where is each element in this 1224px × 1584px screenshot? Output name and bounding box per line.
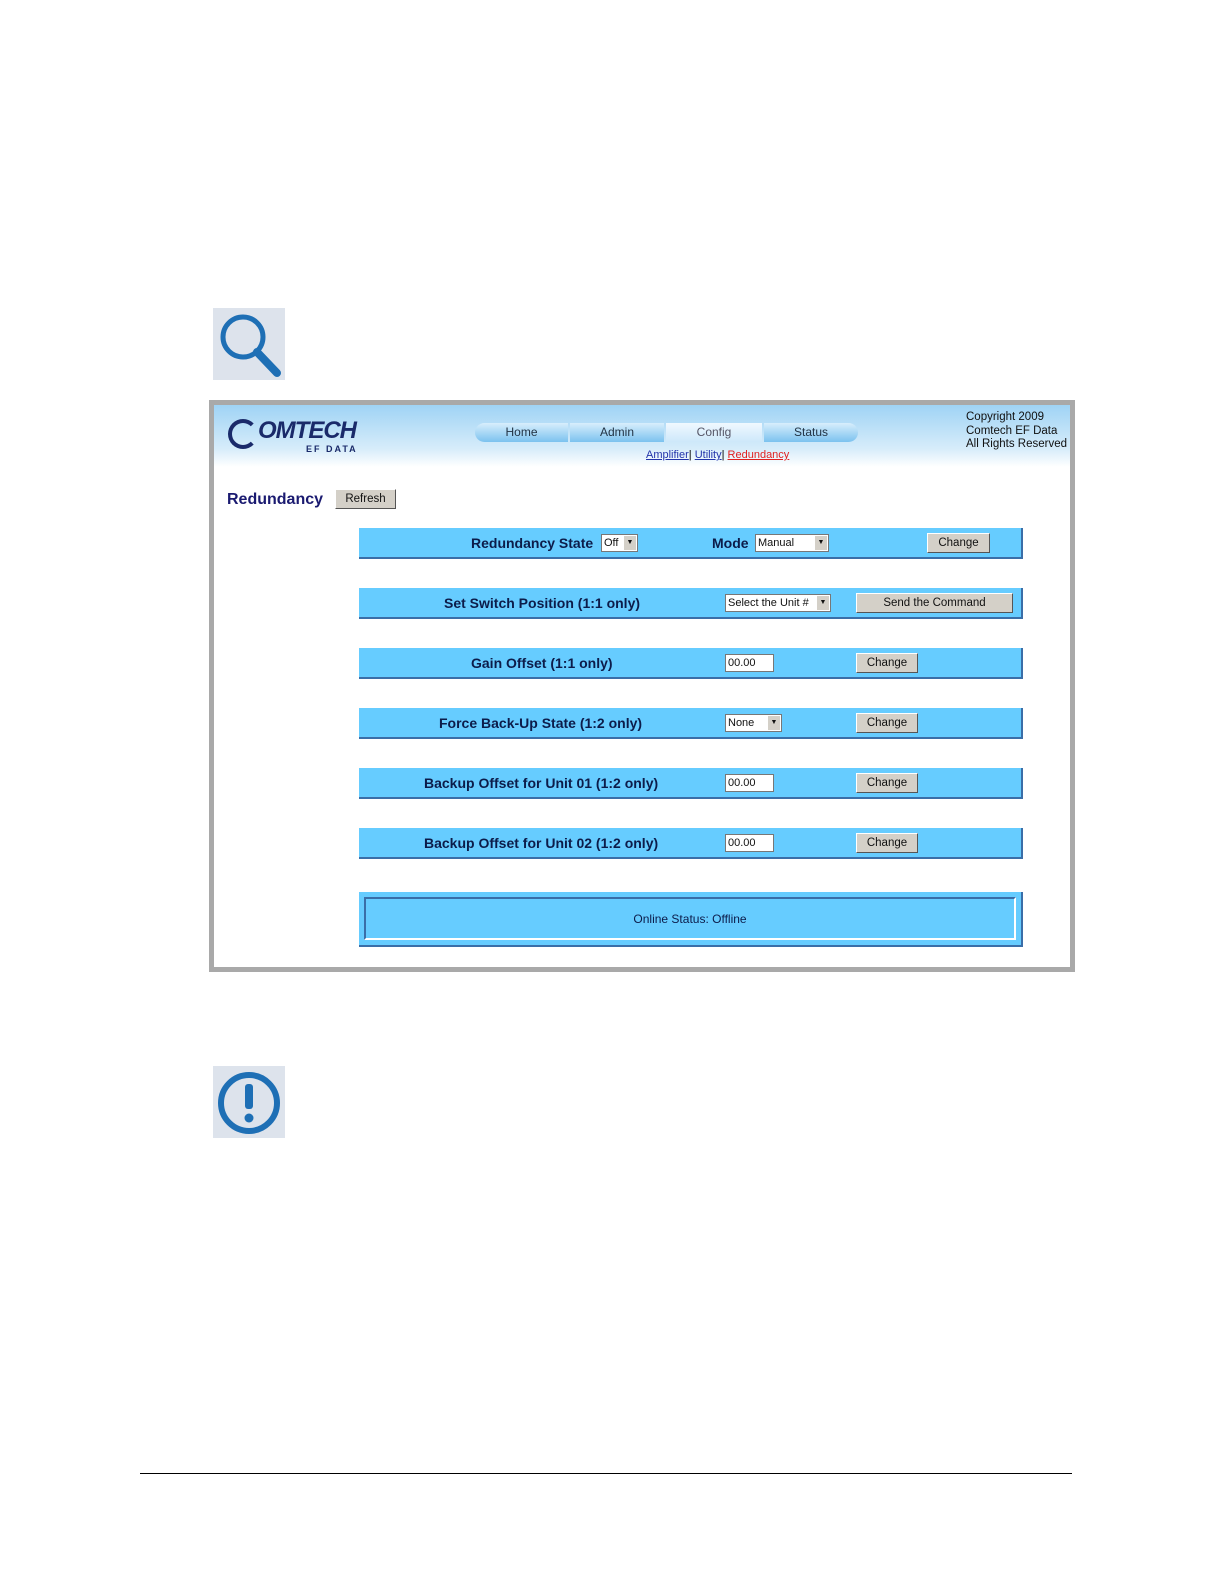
row-label: Backup Offset for Unit 02 (1:2 only): [424, 835, 659, 851]
chevron-down-icon: ▼: [817, 596, 829, 610]
page-title: Redundancy: [227, 491, 324, 508]
chevron-down-icon: ▼: [768, 716, 780, 730]
copyright: Copyright 2009 Comtech EF Data All Rights …: [966, 411, 1067, 452]
send-command-button[interactable]: Send the Command: [856, 593, 1013, 613]
chevron-down-icon: ▼: [815, 536, 827, 550]
force-backup-row: Force Back-Up State (1:2 only) None ▼ Cha…: [359, 708, 1023, 739]
header: OMTECH EF DATA Home Admin Config Status …: [214, 405, 1070, 467]
change-button[interactable]: Change: [856, 833, 918, 853]
magnifier-icon: [213, 308, 285, 380]
logo-sub: EF DATA: [306, 444, 358, 454]
change-button[interactable]: Change: [856, 713, 918, 733]
select-value: Manual: [758, 537, 795, 549]
change-button[interactable]: Change: [856, 653, 918, 673]
select-value: Off: [604, 537, 619, 549]
mode-select[interactable]: Manual ▼: [755, 534, 829, 552]
row-label: Redundancy State: [471, 535, 594, 551]
backup-offset-unit02-input[interactable]: 00.00: [725, 834, 774, 852]
logo: OMTECH: [258, 417, 357, 444]
online-status-text: Online Status: Offline: [364, 897, 1016, 940]
backup-offset-unit01-row: Backup Offset for Unit 01 (1:2 only) 00.…: [359, 768, 1023, 799]
chevron-down-icon: ▼: [624, 536, 636, 550]
select-value: None: [728, 717, 755, 729]
nav-config[interactable]: Config: [666, 423, 762, 442]
switch-position-row: Set Switch Position (1:1 only) Select th…: [359, 588, 1023, 619]
mode-label: Mode: [712, 535, 749, 551]
subnav: Amplifier| Utility| Redundancy: [646, 449, 790, 461]
row-label: Gain Offset (1:1 only): [471, 655, 613, 671]
copyright-line: Comtech EF Data: [966, 424, 1058, 437]
gain-offset-row: Gain Offset (1:1 only) 00.00 Change: [359, 648, 1023, 679]
backup-offset-unit01-input[interactable]: 00.00: [725, 774, 774, 792]
logo-icon: [228, 419, 258, 449]
subnav-amplifier[interactable]: Amplifier: [646, 449, 689, 461]
subnav-utility[interactable]: Utility: [694, 449, 722, 461]
redundancy-state-select[interactable]: Off ▼: [601, 534, 638, 552]
web-screenshot: OMTECH EF DATA Home Admin Config Status …: [209, 400, 1075, 972]
backup-offset-unit02-row: Backup Offset for Unit 02 (1:2 only) 00.…: [359, 828, 1023, 859]
subnav-redundancy[interactable]: Redundancy: [727, 449, 790, 461]
online-status-panel: Online Status: Offline: [359, 892, 1023, 947]
unit-select[interactable]: Select the Unit # ▼: [725, 594, 831, 612]
exclamation-icon: [213, 1066, 285, 1138]
change-button[interactable]: Change: [927, 533, 990, 553]
redundancy-state-row: Redundancy State Off ▼ Mode Manual ▼ Chang…: [359, 528, 1023, 559]
nav-status[interactable]: Status: [764, 423, 858, 442]
nav-home[interactable]: Home: [475, 423, 568, 442]
force-backup-select[interactable]: None ▼: [725, 714, 782, 732]
row-label: Force Back-Up State (1:2 only): [439, 715, 643, 731]
row-label: Set Switch Position (1:1 only): [444, 595, 641, 611]
copyright-line: Copyright 2009: [966, 411, 1044, 423]
row-label: Backup Offset for Unit 01 (1:2 only): [424, 775, 659, 791]
change-button[interactable]: Change: [856, 773, 918, 793]
copyright-line: All Rights Reserved: [966, 438, 1067, 450]
nav-admin[interactable]: Admin: [570, 423, 664, 442]
select-value: Select the Unit #: [728, 597, 809, 609]
footer-rule: [140, 1473, 1072, 1474]
refresh-button[interactable]: Refresh: [335, 489, 396, 509]
gain-offset-input[interactable]: 00.00: [725, 654, 774, 672]
